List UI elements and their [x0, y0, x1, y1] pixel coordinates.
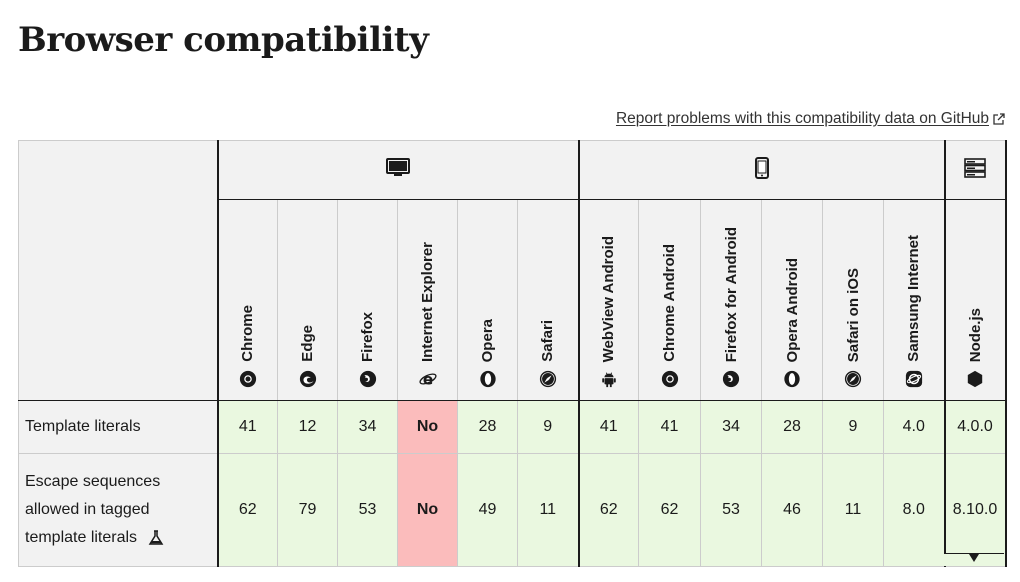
support-cell[interactable]: 28	[761, 400, 823, 454]
support-cell[interactable]: 49	[457, 453, 518, 567]
page-title: Browser compatibility	[18, 20, 429, 60]
table-row: Escape sequences allowed in tagged templ…	[18, 453, 1007, 567]
browser-label: WebView Android	[600, 235, 618, 362]
chrome-icon	[239, 370, 256, 388]
desktop-icon	[386, 157, 410, 176]
support-cell[interactable]: 53	[700, 453, 762, 567]
support-cell-unsupported[interactable]: No	[397, 400, 458, 454]
support-cell[interactable]: 62	[577, 453, 639, 567]
support-cell[interactable]: 53	[337, 453, 398, 567]
support-cell[interactable]: 8.0	[883, 453, 945, 567]
svg-text:e: e	[422, 370, 432, 388]
server-icon	[964, 157, 986, 178]
browser-header-internet-explorer: Internet Explorer e	[397, 199, 458, 401]
support-cell[interactable]: 11	[822, 453, 884, 567]
browser-label: Edge	[299, 325, 316, 362]
support-cell[interactable]: 79	[277, 453, 338, 567]
platform-desktop	[216, 140, 580, 200]
browser-header-safari: Safari	[517, 199, 579, 401]
android-icon	[602, 372, 616, 388]
experimental-flask-icon	[148, 530, 163, 545]
firefox-icon	[722, 370, 740, 388]
samsung-internet-icon	[905, 370, 922, 388]
safari-icon	[539, 370, 556, 388]
mobile-icon	[754, 156, 769, 179]
browser-header-opera-android: Opera Android	[761, 199, 823, 401]
table-row: Template literals 41 12 34 No 28 9 41 41…	[18, 400, 1007, 454]
chrome-icon	[661, 370, 678, 388]
support-cell[interactable]: 28	[457, 400, 518, 454]
browser-label: Samsung Internet	[905, 235, 923, 362]
feature-label: Template literals	[25, 418, 141, 435]
caret-down-icon	[969, 554, 979, 562]
support-cell[interactable]: 4.0.0	[943, 400, 1007, 454]
browser-label: Chrome Android	[661, 244, 678, 362]
support-cell[interactable]: 11	[517, 453, 579, 567]
feature-name: Template literals	[18, 400, 218, 454]
table-corner	[18, 140, 218, 401]
support-cell[interactable]: 9	[517, 400, 579, 454]
support-cell[interactable]: 41	[577, 400, 639, 454]
browser-header-row: Chrome Edge Firefox Internet Explorer e …	[19, 199, 1007, 401]
browser-label: Opera Android	[783, 257, 801, 362]
external-link-icon	[993, 113, 1005, 125]
browser-header-firefox: Firefox	[337, 199, 398, 401]
browser-header-opera: Opera	[457, 199, 518, 401]
support-cell[interactable]: 46	[761, 453, 823, 567]
nodejs-icon	[967, 370, 983, 388]
expand-details-toggle[interactable]	[944, 553, 1004, 566]
platform-mobile	[577, 140, 946, 200]
browser-label: Internet Explorer	[419, 241, 436, 362]
browser-header-samsung-internet: Samsung Internet	[883, 199, 945, 401]
platform-header-row	[18, 140, 1007, 401]
platform-server	[943, 140, 1007, 200]
support-cell[interactable]: 12	[277, 400, 338, 454]
browser-label: Node.js	[966, 307, 984, 362]
browser-label: Safari on iOS	[844, 267, 862, 362]
browser-header-firefox-android: Firefox for Android	[700, 199, 762, 401]
browser-header-edge: Edge	[277, 199, 338, 401]
browser-header-chrome: Chrome	[216, 199, 278, 401]
feature-name: Escape sequences allowed in tagged templ…	[18, 453, 218, 567]
support-cell[interactable]: 62	[638, 453, 701, 567]
browser-label: Opera	[479, 318, 496, 362]
safari-icon	[844, 370, 862, 388]
firefox-icon	[359, 370, 376, 388]
report-link-label: Report problems with this compatibility …	[615, 110, 989, 127]
opera-icon	[784, 370, 800, 388]
edge-icon	[299, 370, 316, 388]
support-cell[interactable]: 8.10.0	[943, 453, 1007, 567]
browser-header-chrome-android: Chrome Android	[638, 199, 701, 401]
support-cell-unsupported[interactable]: No	[397, 453, 458, 567]
feature-label: Escape sequences allowed in tagged templ…	[25, 473, 161, 546]
browser-label: Safari	[539, 320, 557, 362]
browser-header-nodejs: Node.js	[943, 199, 1007, 401]
support-cell[interactable]: 34	[700, 400, 762, 454]
support-cell[interactable]: 9	[822, 400, 884, 454]
support-cell[interactable]: 41	[216, 400, 278, 454]
support-cell[interactable]: 4.0	[883, 400, 945, 454]
internet-explorer-icon: e	[418, 370, 437, 388]
browser-label: Chrome	[239, 305, 257, 362]
opera-icon	[479, 370, 496, 388]
support-cell[interactable]: 34	[337, 400, 398, 454]
browser-header-safari-ios: Safari on iOS	[822, 199, 884, 401]
browser-label: Firefox for Android	[722, 226, 740, 362]
support-cell[interactable]: 41	[638, 400, 701, 454]
compat-table: Chrome Edge Firefox Internet Explorer e …	[18, 140, 1007, 567]
browser-label: Firefox	[359, 311, 376, 362]
report-problems-link[interactable]: Report problems with this compatibility …	[616, 110, 1005, 128]
support-cell[interactable]: 62	[216, 453, 278, 567]
browser-header-webview-android: WebView Android	[577, 199, 639, 401]
